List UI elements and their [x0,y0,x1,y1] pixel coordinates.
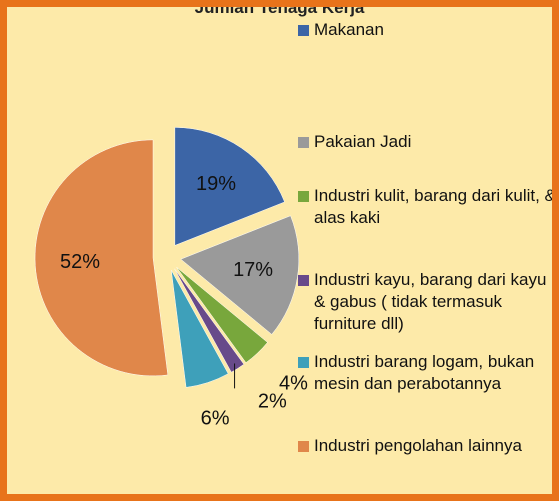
legend-swatch [298,137,309,148]
data-label: 6% [201,407,230,429]
pie-slice [34,139,169,377]
legend-label: Industri kulit, barang dari kulit, & ala… [314,186,556,227]
legend-item: Pakaian Jadi [298,131,552,153]
pie-area: 19% 17% 4%2% 6% 52% [34,127,308,429]
data-label: 2% [258,391,287,413]
legend-label: Industri pengolahan lainnya [314,436,522,455]
pie-slice [171,270,229,388]
data-label: 17% [233,259,273,281]
legend-label: Industri barang logam, bukan mesin dan p… [314,352,535,393]
chart-title: Jumlah Tenaga Kerja [194,0,365,17]
legend-label: Industri kayu, barang dari kayu & gabus … [314,270,547,333]
data-label: 4% [279,373,308,395]
legend-swatch [298,275,309,286]
legend-item: Industri barang logam, bukan mesin dan p… [298,351,552,395]
legend-swatch [298,441,309,452]
legend-swatch [298,191,309,202]
pie-slice [176,267,268,364]
pie-slice [180,215,300,335]
legend-swatch [298,25,309,36]
legend-item: Makanan [298,19,552,41]
legend-item: Industri kulit, barang dari kulit, & ala… [298,185,556,229]
legend-item: Industri pengolahan lainnya [298,435,552,457]
data-label: 19% [196,173,236,195]
legend-swatch [298,357,309,368]
data-label: 52% [60,251,100,273]
legend-label: Makanan [314,20,384,39]
pie-slice [174,268,245,373]
legend-item: Industri kayu, barang dari kayu & gabus … [298,269,552,335]
pie-slice [174,127,285,246]
legend-label: Pakaian Jadi [314,132,412,151]
